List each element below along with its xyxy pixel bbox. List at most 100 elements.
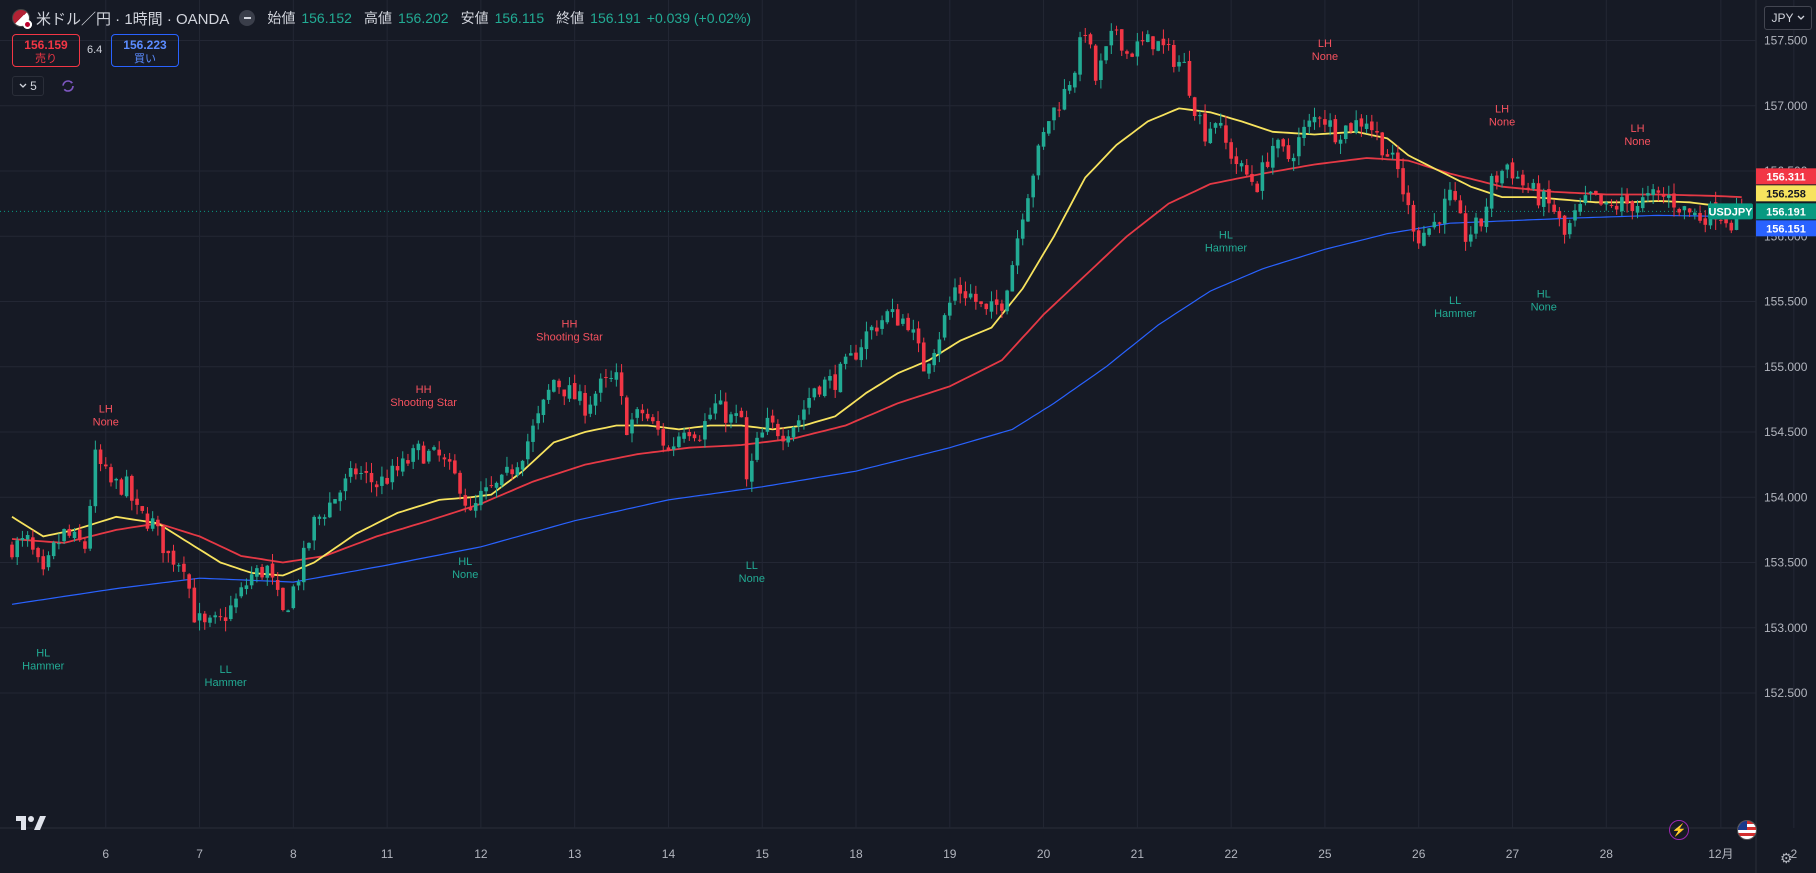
candle-body [234, 598, 238, 608]
candle-body [1140, 40, 1145, 42]
candle-body [1541, 191, 1546, 207]
candle-body [703, 421, 707, 440]
candle-body [765, 417, 770, 432]
annotation-pattern-label: None [1624, 136, 1650, 148]
candle-body [937, 339, 942, 355]
sell-button[interactable]: 156.159 売り [12, 34, 80, 67]
candle-body [1192, 97, 1197, 117]
candle-body [1594, 190, 1598, 195]
tradingview-logo-icon[interactable] [16, 814, 48, 832]
candle-body [708, 414, 712, 420]
us-flag-icon[interactable] [1737, 820, 1757, 840]
candle-body [156, 519, 160, 527]
candle-body [166, 550, 171, 554]
candle-body [1203, 113, 1207, 142]
candle-body [692, 434, 697, 439]
candle-body [291, 586, 296, 609]
candle-body [942, 315, 947, 338]
candle-body [796, 420, 801, 427]
candle-body [479, 490, 483, 506]
candle-body [161, 526, 165, 554]
candle-body [1224, 125, 1228, 143]
minimize-icon[interactable] [239, 10, 256, 26]
candle-body [20, 538, 25, 541]
candle-body [1010, 265, 1015, 292]
open-label: 始値 [267, 10, 296, 26]
sync-icon[interactable] [61, 79, 75, 93]
candle-body [494, 482, 499, 488]
candle-body [906, 317, 910, 331]
x-tick-label: 20 [1037, 847, 1051, 861]
candle-body [202, 613, 207, 623]
candle-body [1604, 202, 1609, 205]
candle-body [130, 475, 134, 501]
candle-body [750, 460, 754, 482]
annotation-swing-label: HH [562, 319, 578, 331]
candle-body [1364, 123, 1369, 129]
candle-body [525, 441, 530, 460]
candle-body [197, 613, 202, 621]
candle-body [1521, 174, 1525, 186]
candle-body [1343, 125, 1348, 140]
candle-body [854, 352, 858, 360]
indicators-toggle-button[interactable]: 5 [12, 76, 44, 96]
candle-body [208, 617, 212, 623]
candle-body [135, 498, 139, 505]
candle-body [515, 467, 520, 476]
x-tick-label: 2 [1790, 847, 1797, 861]
candle-body [1041, 132, 1046, 147]
price-tags: 156.311 156.258 USDJPY 156.191 156.151 [1708, 168, 1816, 237]
candle-body [822, 379, 827, 396]
candle-body [442, 457, 447, 460]
candle-body [1198, 115, 1202, 117]
candle-body [364, 470, 369, 473]
candle-body [72, 531, 77, 539]
close-label: 終値 [556, 10, 585, 26]
candle-body [953, 287, 957, 301]
candle-body [88, 505, 92, 549]
candle-body [468, 507, 473, 511]
currency-button[interactable]: JPY [1764, 6, 1812, 30]
candle-body [932, 352, 936, 366]
candle-body [828, 375, 832, 381]
candle-body [677, 436, 681, 448]
annotation-swing-label: HH [416, 384, 432, 396]
x-tick-label: 15 [756, 847, 770, 861]
time-axis[interactable]: 6 7 8 11 12 13 14 15 18 19 20 21 22 25 26 27 28 12月 2 [102, 847, 1797, 861]
symbol-title[interactable]: 米ドル／円 · 1時間 · OANDA [36, 10, 230, 28]
price-tag-label: 156.311 [1766, 171, 1805, 183]
candle-body [859, 347, 864, 361]
candle-body [572, 383, 577, 400]
y-tick-label: 157.000 [1764, 99, 1808, 113]
candle-body [1338, 139, 1343, 144]
candle-body [1531, 182, 1536, 189]
price-tag-label: 156.258 [1766, 188, 1806, 200]
candle-body [41, 556, 46, 570]
candle-body [192, 587, 197, 623]
candle-body [1166, 43, 1171, 45]
flag-icon [12, 9, 32, 29]
candle-body [1208, 128, 1213, 144]
y-tick-label: 153.000 [1764, 621, 1808, 635]
candle-body [838, 363, 843, 393]
candle-body [739, 410, 744, 418]
candle-body [93, 449, 98, 507]
candle-body [1083, 35, 1088, 37]
buy-button[interactable]: 156.223 買い [111, 34, 179, 67]
settings-icon[interactable]: ⚙ [1780, 850, 1793, 866]
candle-body [656, 420, 660, 430]
candle-body [1672, 193, 1676, 208]
chevron-down-icon [19, 83, 27, 88]
candle-body [593, 393, 598, 406]
annotation-swing-label: HL [1537, 288, 1551, 300]
candle-body [1349, 123, 1353, 132]
lightning-icon[interactable]: ⚡ [1669, 820, 1689, 840]
candle-body [15, 540, 20, 558]
annotation-pattern-label: Shooting Star [390, 397, 457, 409]
candle-body [1057, 109, 1062, 111]
x-tick-label: 6 [102, 847, 109, 861]
candle-body [1088, 34, 1093, 45]
candle-body [760, 432, 765, 438]
